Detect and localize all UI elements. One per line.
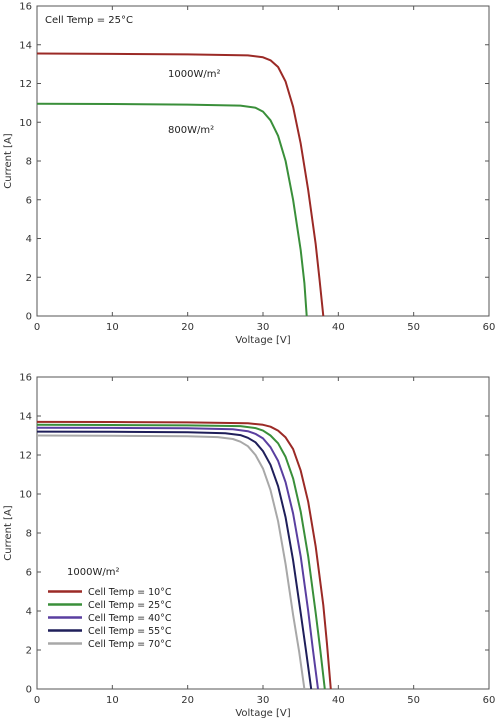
x-tick-label: 60 <box>483 322 496 333</box>
x-tick-label: 0 <box>34 322 40 333</box>
y-tick-label: 10 <box>19 118 32 129</box>
series-line-temp-3 <box>36 430 313 690</box>
x-tick-label: 30 <box>257 322 270 333</box>
y-tick-label: 2 <box>26 273 32 284</box>
series-line-temp-2 <box>36 426 319 690</box>
legend-entry-label: Cell Temp = 70°C <box>88 639 172 650</box>
x-tick-label: 50 <box>407 695 420 706</box>
y-axis-label: Current [A] <box>3 505 14 560</box>
x-tick-label: 20 <box>181 695 194 706</box>
series-label-800w: 800W/m² <box>168 125 214 136</box>
y-tick-label: 16 <box>19 373 32 384</box>
y-tick-label: 6 <box>26 195 32 206</box>
y-tick-label: 8 <box>26 529 32 540</box>
legend-entry-label: Cell Temp = 55°C <box>88 626 172 637</box>
y-tick-label: 10 <box>19 490 32 501</box>
series-line-temp-1 <box>36 423 326 690</box>
plot-frame <box>36 5 490 317</box>
x-axis-label: Voltage [V] <box>235 708 290 719</box>
x-tick-label: 10 <box>106 695 119 706</box>
series-line-800w <box>36 102 308 317</box>
y-tick-label: 8 <box>26 157 32 168</box>
y-axis-label: Current [A] <box>3 133 14 188</box>
x-tick-label: 0 <box>34 695 40 706</box>
x-tick-label: 50 <box>407 322 420 333</box>
y-tick-label: 0 <box>26 312 32 323</box>
x-axis-label: Voltage [V] <box>235 335 290 346</box>
legend-entry-label: Cell Temp = 40°C <box>88 613 172 624</box>
x-tick-label: 40 <box>332 695 345 706</box>
x-tick-label: 30 <box>257 695 270 706</box>
series-line-temp-0 <box>36 420 332 690</box>
iv-chart-temperature: 0 10 20 30 40 50 60 0 2 4 6 8 10 12 14 16 Voltage [V] Cur… <box>3 373 495 720</box>
y-tick-label: 6 <box>26 568 32 579</box>
x-tick-label: 20 <box>181 322 194 333</box>
series-label-1000w: 1000W/m² <box>168 69 220 80</box>
series-line-1000w <box>36 52 325 317</box>
y-tick-label: 0 <box>26 685 32 696</box>
legend-entry-label: Cell Temp = 25°C <box>88 600 172 611</box>
x-tick-label: 40 <box>332 322 345 333</box>
y-tick-label: 2 <box>26 646 32 657</box>
y-tick-label: 4 <box>26 607 32 618</box>
iv-chart-irradiance: 0 10 20 30 40 50 60 0 2 4 6 8 10 12 14 16 Voltage [V] Cur… <box>3 2 495 347</box>
series-line-temp-4 <box>36 434 306 690</box>
cell-temp-annotation: Cell Temp = 25°C <box>45 15 133 26</box>
legend-title: 1000W/m² <box>67 567 119 578</box>
y-tick-label: 4 <box>26 234 32 245</box>
y-tick-label: 12 <box>19 79 32 90</box>
y-tick-label: 16 <box>19 2 32 13</box>
y-tick-label: 14 <box>19 412 32 423</box>
y-tick-label: 14 <box>19 40 32 51</box>
y-tick-label: 12 <box>19 451 32 462</box>
legend-entry-label: Cell Temp = 10°C <box>88 587 172 598</box>
x-tick-label: 10 <box>106 322 119 333</box>
x-tick-label: 60 <box>483 695 496 706</box>
